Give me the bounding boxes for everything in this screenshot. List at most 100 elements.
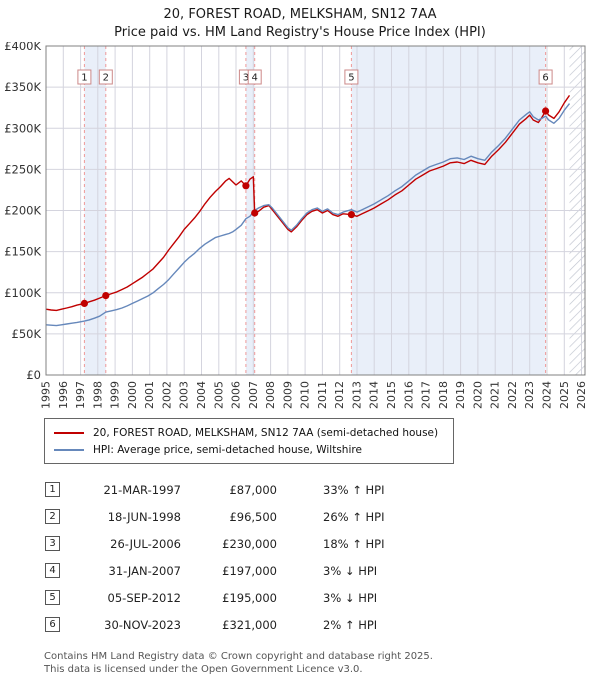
footer-line-2: This data is licensed under the Open Gov… [44, 664, 363, 675]
sale-number-box [247, 69, 262, 85]
sale-date: 31-JAN-2007 [108, 563, 182, 578]
sale-marker [102, 292, 110, 300]
sale-number-box [538, 69, 553, 85]
x-axis-tick-label: 2018 [437, 381, 450, 409]
x-axis-tick-label: 1996 [57, 381, 70, 409]
x-axis-tick-label: 2004 [195, 381, 208, 409]
x-axis-tick-label: 2006 [230, 381, 243, 409]
x-axis-tick-label: 1999 [109, 381, 122, 409]
sale-hpi-delta: 26% ↑ HPI [323, 509, 385, 524]
y-axis-tick-label: £50K [12, 327, 42, 341]
sale-price: £321,000 [222, 617, 277, 632]
table-row: 3 26-JUL-2006 £230,000 18% ↑ HPI [45, 530, 600, 557]
x-axis-tick-label: 2000 [126, 381, 139, 409]
chart-legend: 20, FOREST ROAD, MELKSHAM, SN12 7AA (sem… [44, 418, 454, 464]
x-axis-tick-label: 1998 [91, 381, 104, 409]
sale-number-label: 2 [103, 73, 109, 84]
sale-marker [242, 182, 250, 190]
legend-entry-hpi: HPI: Average price, semi-detached house,… [54, 441, 444, 458]
y-axis-tick-label: £350K [4, 80, 41, 94]
sale-hpi-delta: 33% ↑ HPI [323, 482, 385, 497]
x-axis-tick-label: 2011 [316, 381, 329, 409]
sale-number-badge: 6 [45, 617, 60, 632]
sales-table: 1 21-MAR-1997 £87,000 33% ↑ HPI 2 18-JUN… [45, 476, 600, 638]
x-axis-tick-label: 2021 [489, 381, 502, 409]
x-axis-tick-label: 2022 [506, 381, 519, 409]
x-axis-tick-label: 1995 [40, 381, 53, 409]
sale-marker [251, 209, 259, 217]
sale-number-badge: 1 [45, 482, 60, 497]
sale-price: £87,000 [229, 482, 277, 497]
sale-number-badge: 4 [45, 563, 60, 578]
property-series-swatch [54, 431, 84, 434]
sale-number-label: 4 [252, 73, 258, 84]
table-row: 1 21-MAR-1997 £87,000 33% ↑ HPI [45, 476, 600, 503]
sale-price: £96,500 [229, 509, 277, 524]
x-axis-tick-label: 2024 [541, 381, 554, 409]
x-axis-tick-label: 2003 [178, 381, 191, 409]
sale-date: 05-SEP-2012 [107, 590, 181, 605]
sale-number-label: 1 [81, 73, 87, 84]
sale-number-label: 6 [542, 73, 548, 84]
table-row: 5 05-SEP-2012 £195,000 3% ↓ HPI [45, 584, 600, 611]
x-axis-tick-label: 2007 [247, 381, 260, 409]
legend-entry-property: 20, FOREST ROAD, MELKSHAM, SN12 7AA (sem… [54, 424, 444, 441]
table-row: 6 30-NOV-2023 £321,000 2% ↑ HPI [45, 611, 600, 638]
sale-marker [347, 211, 355, 219]
x-axis-tick-label: 2016 [402, 381, 415, 409]
sale-price: £195,000 [222, 590, 277, 605]
table-row: 2 18-JUN-1998 £96,500 26% ↑ HPI [45, 503, 600, 530]
sale-marker [542, 107, 550, 115]
y-axis-tick-label: £100K [4, 286, 41, 300]
x-axis-tick-label: 2019 [454, 381, 467, 409]
footer-line-1: Contains HM Land Registry data © Crown c… [44, 651, 433, 662]
legend-label-hpi: HPI: Average price, semi-detached house,… [93, 443, 362, 456]
x-axis-tick-label: 2023 [523, 381, 536, 409]
x-axis-tick-label: 2020 [471, 381, 484, 409]
x-axis-tick-label: 2013 [351, 381, 364, 409]
x-axis-tick-label: 2009 [281, 381, 294, 409]
sale-number-badge: 3 [45, 536, 60, 551]
x-axis-tick-label: 2026 [575, 381, 588, 409]
chart-subtitle: Price paid vs. HM Land Registry's House … [114, 25, 486, 40]
sale-hpi-delta: 2% ↑ HPI [323, 617, 378, 632]
price-history-chart: 1995 1996 1997 1998 1999 2000 2001 2002 2003 2004… [4, 42, 588, 409]
y-axis-tick-label: £250K [4, 162, 41, 176]
page-title: 20, FOREST ROAD, MELKSHAM, SN12 7AA [163, 7, 437, 22]
x-axis-tick-label: 2014 [368, 381, 381, 409]
x-axis-tick-label: 1997 [74, 381, 87, 409]
x-axis-tick-label: 2015 [385, 381, 398, 409]
x-axis-tick-label: 2025 [558, 381, 571, 409]
x-axis-tick-label: 2002 [160, 381, 173, 409]
sale-number-box [77, 69, 92, 85]
y-axis-tick-label: £0 [26, 368, 41, 382]
legend-label-property: 20, FOREST ROAD, MELKSHAM, SN12 7AA (sem… [93, 426, 439, 439]
hpi-line [45, 103, 571, 327]
price-paid-line [45, 94, 571, 312]
x-axis-tick-label: 2008 [264, 381, 277, 409]
y-axis-tick-label: £300K [4, 121, 41, 135]
sale-number-label: 5 [348, 73, 354, 84]
sale-hpi-delta: 18% ↑ HPI [323, 536, 385, 551]
sale-number-label: 3 [243, 73, 249, 84]
sale-marker [80, 299, 88, 307]
sale-date: 21-MAR-1997 [103, 482, 181, 497]
sale-price: £230,000 [222, 536, 277, 551]
sale-date: 18-JUN-1998 [107, 509, 181, 524]
sale-date: 26-JUL-2006 [110, 536, 181, 551]
sale-price: £197,000 [222, 563, 277, 578]
sale-number-box [98, 69, 113, 85]
x-axis-tick-label: 2010 [299, 381, 312, 409]
x-axis-tick-label: 2012 [333, 381, 346, 409]
x-axis-tick-label: 2017 [420, 381, 433, 409]
table-row: 4 31-JAN-2007 £197,000 3% ↓ HPI [45, 557, 600, 584]
x-axis-tick-label: 2005 [212, 381, 225, 409]
sale-hpi-delta: 3% ↓ HPI [323, 563, 378, 578]
sale-hpi-delta: 3% ↓ HPI [323, 590, 378, 605]
y-axis-tick-label: £150K [4, 245, 41, 259]
sale-number-badge: 2 [45, 509, 60, 524]
hpi-series-swatch [54, 448, 84, 451]
license-footer: Contains HM Land Registry data © Crown c… [44, 650, 600, 676]
y-axis-tick-label: £200K [4, 204, 41, 218]
sale-number-box [344, 69, 359, 85]
